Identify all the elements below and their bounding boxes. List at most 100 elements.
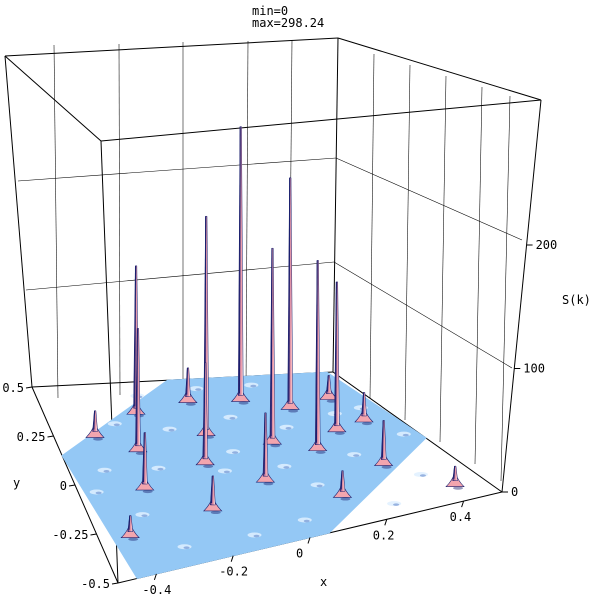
peak-shadow <box>142 489 153 494</box>
frame-vert-back <box>332 37 339 373</box>
surface-bump-shadow <box>183 546 190 550</box>
peak <box>307 260 328 454</box>
grid-back-right-v2 <box>404 64 411 421</box>
peak <box>135 432 155 494</box>
peak-shadow <box>185 402 196 406</box>
grid-back-right-h2 <box>333 261 513 369</box>
stat-max-label: max=298.24 <box>252 16 324 30</box>
z-tick-label: 200 <box>536 238 558 252</box>
x-tick-mark <box>153 573 157 581</box>
surface-bump-shadow <box>223 470 230 474</box>
peak-shadow <box>92 437 103 441</box>
peak-spike <box>269 247 276 439</box>
grid-back-left-h2 <box>25 261 335 291</box>
frame-front-top-left <box>4 55 102 142</box>
z-axis-label: S(k) <box>562 293 591 307</box>
peak-shadow <box>361 421 372 426</box>
peak <box>255 412 276 486</box>
grid-back-left-v2 <box>118 43 121 396</box>
y-tick-mark <box>90 533 97 536</box>
peak-shadow <box>263 482 274 486</box>
x-axis-label: x <box>320 575 327 589</box>
peak <box>332 470 353 501</box>
surface-bump-shadow <box>229 417 236 420</box>
frame-back-top-right <box>337 37 542 101</box>
peak-spike <box>237 126 244 396</box>
peak-shadow <box>315 450 326 454</box>
peak-edge <box>210 475 213 503</box>
x-tick-label: -0.2 <box>219 565 248 579</box>
peak-edge <box>270 248 273 437</box>
peak <box>178 367 198 406</box>
grid-back-left-v1 <box>53 44 59 399</box>
surface-layer <box>61 126 465 580</box>
y-tick-mark <box>68 484 76 487</box>
peak-spike <box>314 260 321 446</box>
peak-spike <box>287 177 293 404</box>
peak-edge <box>453 466 456 479</box>
peak-shadow <box>334 431 345 435</box>
x-tick-label: -0.4 <box>142 583 171 597</box>
surface-bump-shadow <box>168 428 175 432</box>
peak <box>230 126 251 405</box>
surface-bump-shadow <box>353 454 360 457</box>
peak-edge <box>186 367 188 395</box>
stat-min-label: min=0 <box>252 4 288 18</box>
y-tick-mark <box>47 435 54 438</box>
axes-layer: -0.4 -0.2 0 0.2 0.4 -0.5 -0.25 0 0.25 0.5 0 100 200 <box>2 238 557 597</box>
x-tick-label: 0.4 <box>450 510 472 524</box>
frame-vert-left <box>4 55 33 388</box>
peak-shadow <box>326 399 337 403</box>
grid-back-right-v1 <box>369 53 375 399</box>
frame-back-top-left <box>4 37 339 57</box>
surface-bump-shadow <box>232 451 239 454</box>
y-tick-mark <box>25 386 33 389</box>
peak-edge <box>136 328 138 444</box>
y-tick-label: 0.25 <box>17 430 46 444</box>
peak-edge <box>326 375 329 392</box>
peak <box>373 420 394 469</box>
peak <box>318 375 339 403</box>
peak-shadow <box>128 537 139 541</box>
z-tick-label: 0 <box>511 485 518 499</box>
peak-shadow <box>203 464 214 468</box>
peak-edge <box>238 126 241 394</box>
surface-bump-shadow <box>402 433 409 437</box>
x-tick-mark <box>384 519 388 526</box>
surface-bump-shadow <box>250 384 257 388</box>
surface-bump-shadow <box>253 534 260 538</box>
peak-shadow <box>238 401 249 405</box>
grid-back-left-v4 <box>245 40 249 390</box>
grid-back-left-h1 <box>17 157 337 182</box>
peak <box>280 177 300 413</box>
surface-bump-shadow <box>103 469 110 473</box>
z-tick-label: 100 <box>523 362 545 376</box>
frame-front-top-right <box>100 99 542 142</box>
grid-back-right-h1 <box>335 157 523 241</box>
grid-back-right-v4 <box>474 86 483 465</box>
surface-bump-shadow <box>157 467 164 471</box>
peak <box>327 281 347 435</box>
surface-bump-shadow <box>283 466 290 469</box>
surface-bump-shadow <box>113 423 120 427</box>
surface-bump-shadow <box>303 519 310 523</box>
peak-shadow <box>270 444 281 448</box>
y-tick-label: 0 <box>60 479 67 493</box>
peak <box>120 515 140 541</box>
peak <box>262 247 283 448</box>
peak <box>203 475 223 515</box>
y-tick-label: -0.5 <box>81 577 110 591</box>
peak <box>445 465 465 490</box>
peak-edge <box>288 177 291 402</box>
x-tick-label: 0 <box>296 547 303 561</box>
frame-vert-right <box>501 99 542 493</box>
x-tick-mark <box>230 555 234 562</box>
peak-edge <box>203 362 206 457</box>
peak-edge <box>381 420 384 458</box>
x-tick-mark <box>307 537 311 544</box>
peak-edge <box>93 410 96 430</box>
peak-spike <box>334 281 340 427</box>
surface-bump-shadow <box>316 484 323 488</box>
surface-bump-shadow <box>285 427 292 430</box>
peak-edge <box>142 432 145 483</box>
